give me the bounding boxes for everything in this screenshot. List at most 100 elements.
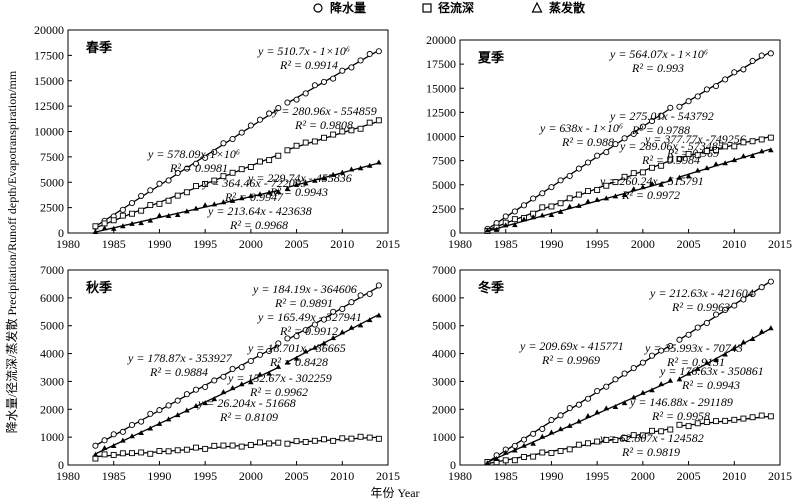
x-tick-label: 1990: [147, 237, 171, 251]
data-point-precipitation: [302, 90, 309, 97]
data-point-evaporation: [348, 166, 355, 172]
data-point-runoff: [311, 138, 318, 145]
x-tick-label: 2010: [330, 469, 354, 483]
data-point-precipitation: [703, 319, 710, 326]
x-tick-label: 1980: [56, 469, 80, 483]
y-tick-label: 17500: [426, 57, 456, 71]
regression-equation: y = 377.77x -749256: [644, 132, 746, 146]
data-point-evaporation: [722, 351, 728, 357]
data-point-precipitation: [284, 335, 291, 342]
regression-equation: y = 364.46x - 722093: [202, 176, 307, 190]
y-tick-label: 7000: [40, 263, 64, 277]
data-point-evaporation: [630, 186, 637, 192]
data-point-evaporation: [493, 456, 500, 462]
legend-circle-icon: [313, 3, 323, 13]
data-point-runoff: [302, 439, 309, 445]
data-point-precipitation: [676, 336, 683, 343]
data-point-precipitation: [648, 352, 656, 359]
data-point-evaporation: [576, 418, 582, 424]
data-point-precipitation: [630, 130, 637, 138]
data-point-runoff: [302, 139, 309, 146]
y-tick-label: 20000: [426, 33, 456, 47]
panel-title: 秋季: [86, 280, 112, 296]
y-tick-label: 5000: [432, 178, 456, 192]
x-tick-label: 2015: [376, 237, 400, 251]
data-point-evaporation: [284, 185, 291, 191]
y-tick-label: 7500: [432, 154, 456, 168]
data-point-evaporation: [174, 211, 181, 217]
data-point-runoff: [548, 449, 555, 456]
data-point-precipitation: [612, 376, 619, 383]
data-point-runoff: [676, 421, 683, 428]
data-point-evaporation: [376, 312, 382, 318]
regression-equation: y = 18.701x - 36665: [247, 341, 346, 355]
data-point-runoff: [575, 441, 582, 448]
regression-equation: y = 213.64x - 423638: [207, 204, 312, 218]
data-point-evaporation: [339, 169, 346, 175]
x-axis-label: 年份 Year: [370, 486, 419, 500]
data-point-evaporation: [330, 171, 336, 177]
data-point-evaporation: [229, 385, 236, 391]
x-tick-label: 2005: [285, 237, 309, 251]
data-point-precipitation: [712, 311, 720, 318]
regression-equation: y = 178.87x - 353927: [127, 351, 233, 365]
regression-equation: y = 260.24x - 515791: [599, 174, 704, 188]
data-point-precipitation: [621, 370, 628, 377]
data-point-evaporation: [722, 160, 728, 166]
x-tick-label: 2015: [768, 469, 792, 483]
data-point-precipitation: [685, 331, 692, 338]
data-point-precipitation: [92, 442, 99, 449]
regression-equation: y = 26.204x - 51668: [197, 396, 296, 410]
x-tick-label: 1980: [448, 469, 472, 483]
data-point-runoff: [357, 125, 364, 132]
data-point-precipitation: [731, 69, 738, 76]
x-tick-label: 2005: [677, 469, 701, 483]
data-point-precipitation: [256, 351, 264, 358]
data-point-runoff: [703, 148, 710, 155]
data-point-evaporation: [184, 208, 190, 214]
data-point-precipitation: [348, 64, 355, 71]
chart-panel: 1980 1985 1990 1995 2000 2005 2010 2015 0 1000 200…: [432, 263, 792, 483]
data-point-evaporation: [120, 223, 126, 229]
data-point-precipitation: [520, 436, 528, 443]
data-point-runoff: [639, 432, 646, 439]
data-point-evaporation: [704, 165, 710, 171]
data-point-evaporation: [667, 377, 674, 383]
data-point-precipitation: [348, 299, 355, 306]
x-tick-label: 1985: [102, 237, 126, 251]
data-point-evaporation: [740, 339, 747, 345]
y-tick-label: 2000: [432, 402, 456, 416]
data-point-evaporation: [603, 195, 610, 201]
data-point-runoff: [630, 432, 637, 439]
data-point-runoff: [110, 217, 117, 224]
data-point-precipitation: [767, 50, 774, 57]
data-point-runoff: [293, 142, 300, 149]
x-tick-label: 1985: [102, 469, 126, 483]
r-squared: R² = 0.9943: [269, 185, 328, 199]
data-point-precipitation: [566, 172, 573, 179]
x-tick-label: 2000: [631, 237, 655, 251]
regression-equation: y = 152.67x - 302259: [227, 371, 332, 385]
data-point-evaporation: [621, 192, 628, 198]
data-point-runoff: [667, 426, 674, 433]
regression-equation: y = 62.807x - 124582: [599, 431, 704, 445]
data-point-evaporation: [92, 451, 99, 457]
data-point-evaporation: [539, 212, 546, 218]
data-point-runoff: [193, 444, 199, 451]
r-squared: R² = 0.8428: [269, 355, 328, 369]
data-point-evaporation: [321, 340, 327, 346]
data-point-precipitation: [603, 383, 610, 390]
data-point-precipitation: [266, 347, 273, 355]
data-point-evaporation: [566, 422, 573, 428]
data-point-evaporation: [512, 222, 518, 228]
data-point-runoff: [266, 157, 273, 164]
data-point-runoff: [594, 187, 601, 193]
data-point-evaporation: [248, 379, 254, 385]
regression-equation: y = 146.88x - 291189: [629, 395, 733, 409]
data-point-evaporation: [758, 328, 765, 334]
y-tick-label: 5000: [432, 319, 456, 333]
data-point-precipitation: [731, 302, 738, 309]
legend-runoff: 径流深: [438, 0, 474, 15]
data-point-evaporation: [694, 365, 701, 371]
